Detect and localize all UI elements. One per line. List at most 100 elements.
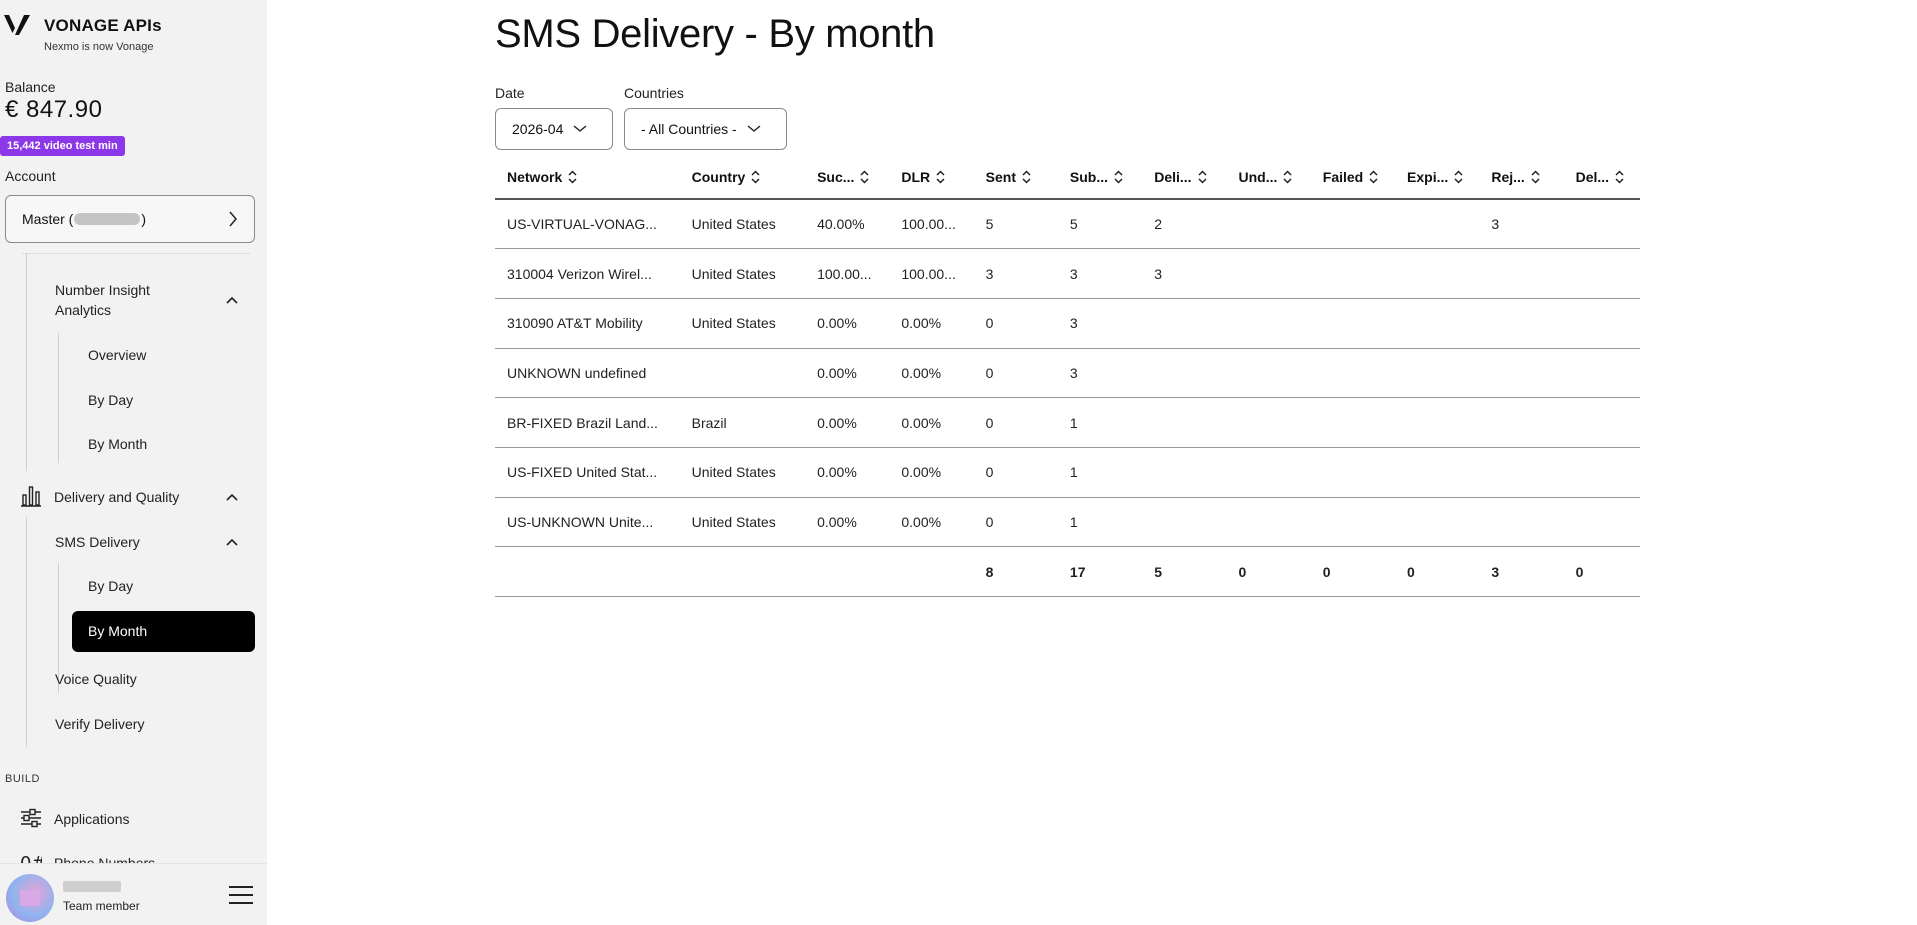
table-row[interactable]: US-FIXED United Stat... United States 0.00… xyxy=(495,447,1640,498)
cell-country: United States xyxy=(679,199,806,250)
hamburger-line xyxy=(229,886,253,888)
column-header-country[interactable]: Country xyxy=(679,156,806,200)
column-header-delivered[interactable]: Deli... xyxy=(1142,156,1227,200)
column-header-submitted[interactable]: Sub... xyxy=(1057,156,1143,200)
cell-delivered: 2 xyxy=(1142,199,1227,250)
column-header-deleted[interactable]: Del... xyxy=(1563,156,1640,200)
hamburger-line xyxy=(229,902,253,904)
chevron-up-icon[interactable] xyxy=(226,538,238,546)
cell-success-rate: 0.00% xyxy=(805,397,890,448)
nav-tree-line xyxy=(26,517,27,747)
cell-rejected xyxy=(1479,447,1564,498)
sort-icon xyxy=(568,170,577,184)
nav-sms-by-day[interactable]: By Day xyxy=(88,578,134,594)
cell-deleted xyxy=(1563,199,1640,250)
table-row[interactable]: US-VIRTUAL-VONAG... United States 40.00% 10… xyxy=(495,199,1640,250)
table-row[interactable]: 310090 AT&T Mobility United States 0.00% 0.… xyxy=(495,298,1640,349)
cell-failed xyxy=(1310,348,1396,399)
sort-icon xyxy=(860,170,869,184)
cell-deleted xyxy=(1563,298,1640,349)
chevron-up-icon[interactable] xyxy=(226,493,238,501)
chevron-down-icon xyxy=(573,125,587,132)
column-header-success-rate[interactable]: Suc... xyxy=(805,156,890,200)
countries-filter-select[interactable]: - All Countries - xyxy=(624,108,787,150)
sort-icon xyxy=(751,170,760,184)
cell-sent: 0 xyxy=(973,447,1058,498)
cell-deleted xyxy=(1563,348,1640,399)
cell-sent: 5 xyxy=(973,199,1058,250)
cell-undelivered xyxy=(1226,497,1311,548)
sidebar-nav[interactable]: Number Insight Analytics Overview By Day… xyxy=(0,253,267,863)
cell-country: United States xyxy=(679,248,806,299)
avatar-image xyxy=(20,890,40,906)
cell-success-rate: 0.00% xyxy=(805,348,890,399)
cell-sent: 3 xyxy=(973,248,1058,299)
table-row[interactable]: US-UNKNOWN Unite... United States 0.00% 0.0… xyxy=(495,497,1640,548)
avatar[interactable] xyxy=(6,874,54,922)
cell-delivered: 3 xyxy=(1142,248,1227,299)
column-header-dlr[interactable]: DLR xyxy=(889,156,974,200)
total-rejected: 3 xyxy=(1479,546,1564,597)
cell-rejected xyxy=(1479,348,1564,399)
column-header-label: Sub... xyxy=(1069,169,1109,185)
column-header-label: Suc... xyxy=(817,169,855,185)
nav-phone-numbers[interactable]: Phone Numbers xyxy=(54,855,156,863)
nav-ni-by-day[interactable]: By Day xyxy=(88,392,134,408)
cell-expired xyxy=(1395,199,1480,250)
column-header-rejected[interactable]: Rej... xyxy=(1479,156,1564,200)
cell-failed xyxy=(1310,497,1396,548)
nav-sms-by-month-active[interactable]: By Month xyxy=(72,611,255,652)
bar-chart-icon xyxy=(21,486,41,507)
chevron-up-icon[interactable] xyxy=(226,296,238,304)
account-selector[interactable]: Master ( ) xyxy=(5,195,255,243)
cell-expired xyxy=(1395,447,1480,498)
column-header-label: Network xyxy=(507,169,563,185)
total-expired: 0 xyxy=(1395,546,1480,597)
sort-icon xyxy=(1198,170,1207,184)
column-header-label: Rej... xyxy=(1491,169,1525,185)
table-row[interactable]: UNKNOWN undefined 0.00% 0.00% 0 3 xyxy=(495,348,1640,399)
nav-ni-by-month[interactable]: By Month xyxy=(88,436,148,452)
total-undelivered: 0 xyxy=(1226,546,1311,597)
vonage-logo-icon xyxy=(4,15,30,35)
nav-delivery-and-quality[interactable]: Delivery and Quality xyxy=(54,489,180,505)
cell-rejected xyxy=(1479,298,1564,349)
nav-ni-overview[interactable]: Overview xyxy=(88,347,147,363)
date-filter-select[interactable]: 2026-04 xyxy=(495,108,613,150)
cell-sent: 0 xyxy=(973,497,1058,548)
nav-voice-quality[interactable]: Voice Quality xyxy=(55,671,137,687)
cell-submitted: 3 xyxy=(1057,298,1143,349)
table-row[interactable]: 310004 Verizon Wirel... United States 100.… xyxy=(495,248,1640,299)
nav-number-insight-analytics[interactable]: Number Insight Analytics xyxy=(55,280,150,320)
sms-delivery-table: Network Country Suc... DLR Sent Sub... Deli...… xyxy=(495,156,1640,597)
cell-deleted xyxy=(1563,497,1640,548)
hamburger-menu-icon[interactable] xyxy=(229,886,253,906)
column-header-undelivered[interactable]: Und... xyxy=(1226,156,1311,200)
cell-country: United States xyxy=(679,298,806,349)
cell-rejected xyxy=(1479,397,1564,448)
chevron-right-icon xyxy=(229,211,237,227)
nav-applications[interactable]: Applications xyxy=(54,811,130,827)
cell-network: 310090 AT&T Mobility xyxy=(495,298,680,349)
cell-dlr: 0.00% xyxy=(889,298,974,349)
sidebar: VONAGE APIs Nexmo is now Vonage Balance … xyxy=(0,0,267,925)
user-name-redacted xyxy=(63,881,121,892)
column-header-failed[interactable]: Failed xyxy=(1310,156,1396,200)
cell-sent: 0 xyxy=(973,397,1058,448)
nav-sms-delivery[interactable]: SMS Delivery xyxy=(55,534,140,550)
nav-verify-delivery[interactable]: Verify Delivery xyxy=(55,716,145,732)
balance-label: Balance xyxy=(5,79,56,95)
cell-undelivered xyxy=(1226,348,1311,399)
total-network xyxy=(495,546,680,597)
table-row[interactable]: BR-FIXED Brazil Land... Brazil 0.00% 0.00% 0… xyxy=(495,397,1640,448)
balance-value: € 847.90 xyxy=(5,96,103,123)
column-header-expired[interactable]: Expi... xyxy=(1395,156,1480,200)
cell-network: US-UNKNOWN Unite... xyxy=(495,497,680,548)
sort-icon xyxy=(1283,170,1292,184)
cell-sent: 0 xyxy=(973,298,1058,349)
sort-icon xyxy=(1022,170,1031,184)
total-sent: 8 xyxy=(973,546,1058,597)
column-header-sent[interactable]: Sent xyxy=(973,156,1058,200)
account-label: Account xyxy=(5,168,56,184)
column-header-network[interactable]: Network xyxy=(495,156,680,200)
